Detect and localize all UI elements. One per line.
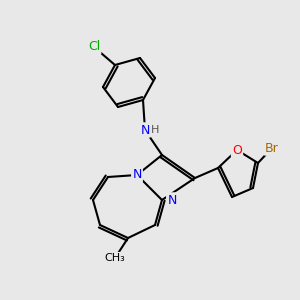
Text: Br: Br — [265, 142, 279, 154]
Text: N: N — [132, 169, 142, 182]
Text: N: N — [167, 194, 177, 206]
Text: Cl: Cl — [88, 40, 100, 53]
Text: CH₃: CH₃ — [105, 253, 125, 263]
Text: N: N — [140, 124, 150, 136]
Text: O: O — [232, 143, 242, 157]
Text: H: H — [151, 125, 160, 135]
